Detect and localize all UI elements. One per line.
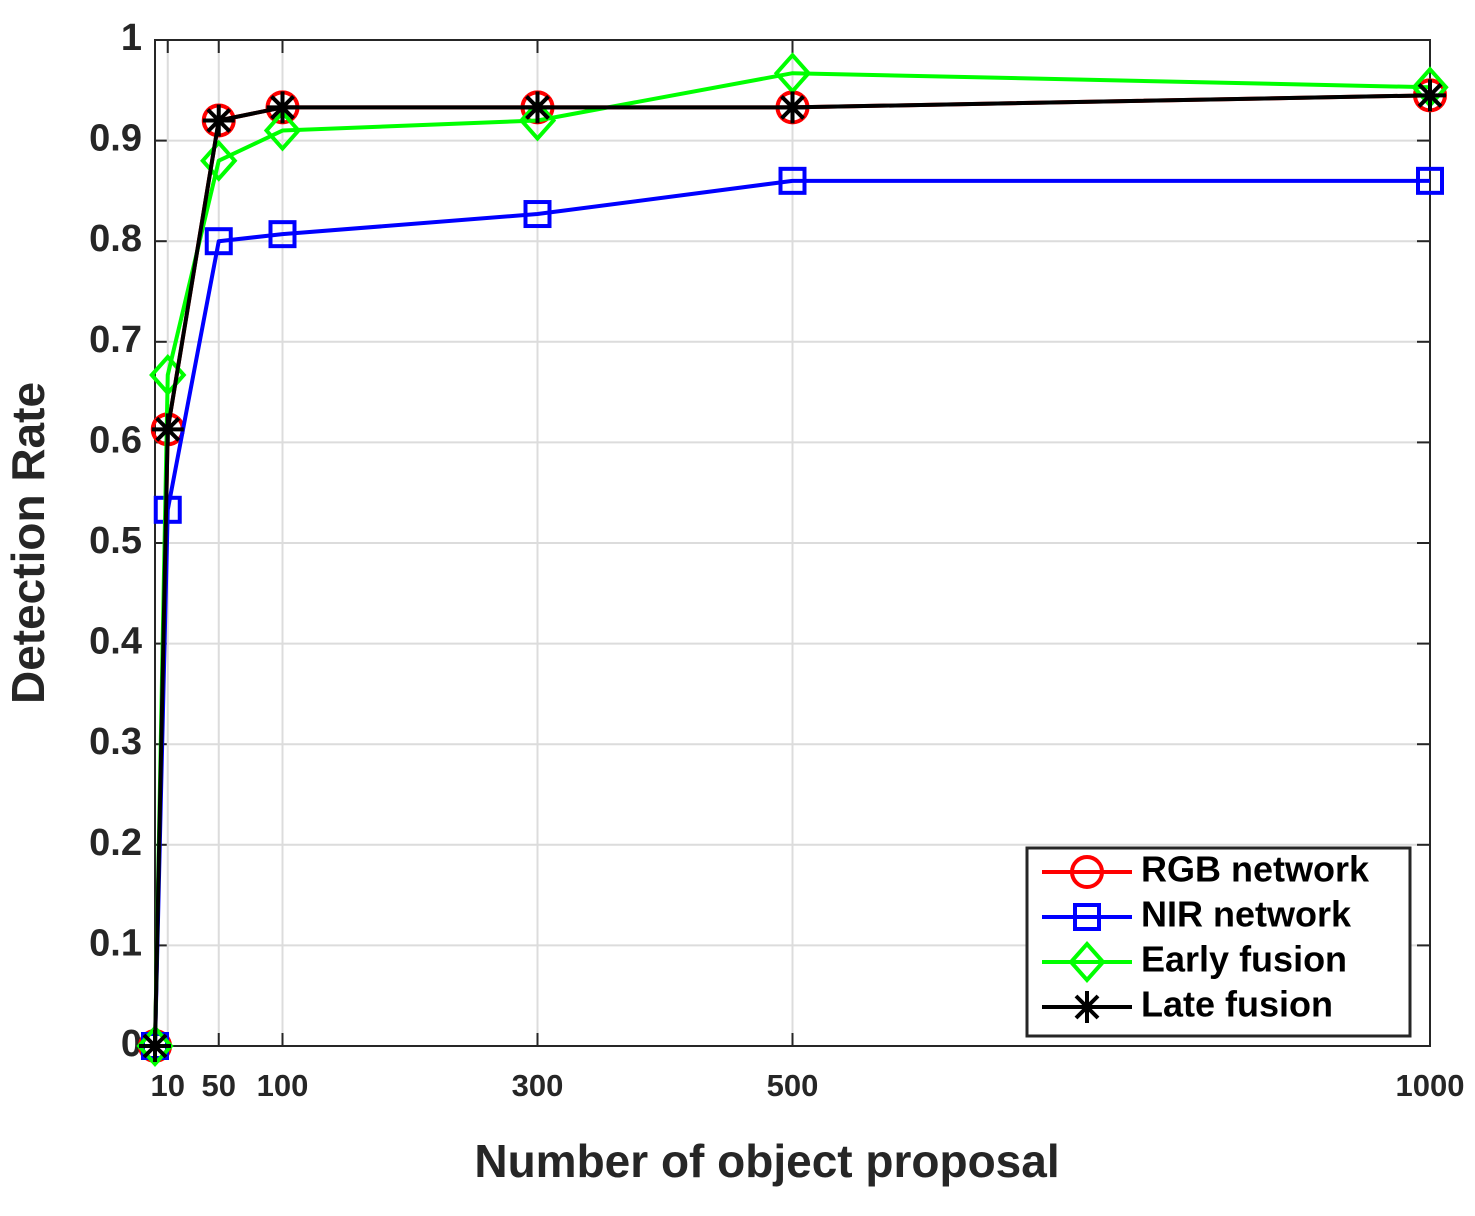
y-tick-label: 0.5 (89, 520, 142, 562)
legend-label: NIR network (1141, 894, 1352, 935)
marker (773, 52, 812, 95)
y-tick-label: 0.7 (89, 319, 142, 361)
marker-shape (151, 413, 184, 446)
marker-shape (202, 104, 235, 137)
marker-shape (1416, 166, 1444, 195)
marker (1071, 991, 1103, 1023)
y-axis-label: Detection Rate (2, 382, 54, 704)
marker-shape (1070, 855, 1104, 889)
marker (202, 104, 235, 137)
marker-shape (204, 227, 233, 256)
marker-shape (1071, 991, 1103, 1023)
marker (1068, 940, 1106, 984)
marker-shape (521, 91, 554, 124)
marker-shape (1414, 79, 1446, 112)
x-tick-label: 300 (512, 1068, 564, 1103)
marker (204, 227, 233, 256)
marker (1414, 79, 1446, 112)
y-tick-label: 0.8 (89, 218, 142, 260)
marker-shape (263, 109, 302, 152)
marker (1073, 903, 1101, 931)
x-axis-label: Number of object proposal (474, 1135, 1059, 1187)
marker (776, 91, 809, 124)
marker (139, 1030, 171, 1062)
marker (266, 91, 299, 124)
x-tick-label: 1000 (1396, 1068, 1465, 1103)
marker-shape (136, 1024, 174, 1068)
y-tick-label: 0.3 (89, 721, 142, 763)
x-tick-label: 500 (767, 1068, 819, 1103)
y-tick-label: 0.6 (89, 419, 142, 461)
y-tick-label: 0.2 (89, 822, 142, 864)
marker-shape (523, 200, 552, 229)
y-tick-label: 0.4 (89, 621, 142, 663)
marker-shape (139, 1030, 171, 1062)
marker (200, 139, 238, 182)
marker-shape (1068, 940, 1106, 984)
marker-shape (268, 220, 297, 249)
y-tick-label: 0 (121, 1023, 142, 1065)
marker (778, 166, 807, 195)
series-line (153, 71, 1431, 1047)
marker-shape (778, 166, 807, 195)
plot-frame (154, 39, 1431, 1047)
x-tick-label: 10 (151, 1068, 185, 1103)
y-tick-label: 0.9 (89, 118, 142, 160)
legend-label: RGB network (1141, 849, 1370, 890)
marker (521, 91, 554, 124)
x-tick-label: 100 (257, 1068, 309, 1103)
marker (268, 220, 297, 249)
marker-shape (773, 52, 812, 95)
legend-label: Early fusion (1141, 939, 1347, 980)
marker (1416, 166, 1444, 195)
x-tick-label: 50 (202, 1068, 236, 1103)
marker (263, 109, 302, 152)
marker (151, 413, 184, 446)
marker-shape (518, 99, 557, 142)
marker-shape (200, 139, 238, 182)
y-tick-label: 1 (121, 17, 142, 59)
legend-label: Late fusion (1141, 984, 1333, 1025)
marker-shape (776, 91, 809, 124)
marker (518, 99, 557, 142)
marker-shape (1073, 903, 1101, 931)
marker-shape (266, 91, 299, 124)
y-tick-label: 0.1 (89, 922, 142, 964)
marker (1070, 855, 1104, 889)
marker (136, 1024, 174, 1068)
marker (523, 200, 552, 229)
